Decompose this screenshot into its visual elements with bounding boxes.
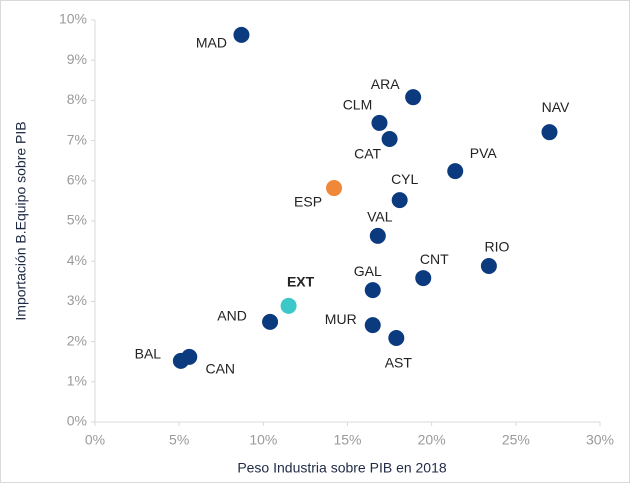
point	[415, 270, 432, 287]
point	[391, 192, 408, 209]
point	[388, 329, 405, 346]
y-tick-label: 6%	[67, 172, 87, 188]
point-label: ARA	[371, 76, 400, 92]
y-tick-label: 10%	[59, 11, 87, 27]
x-tick-label: 5%	[169, 432, 189, 448]
point	[262, 313, 279, 330]
y-tick-label: 7%	[67, 131, 87, 147]
y-tick-label: 3%	[67, 292, 87, 308]
point-label: BAL	[135, 346, 162, 362]
y-tick-label: 4%	[67, 252, 87, 268]
y-tick-label: 2%	[67, 332, 87, 348]
y-tick-label: 9%	[67, 51, 87, 67]
point-label: AND	[217, 308, 247, 324]
point	[181, 348, 198, 365]
point	[480, 258, 497, 275]
point-label: CNT	[420, 251, 449, 267]
x-tick-label: 20%	[418, 432, 446, 448]
x-axis-title: Peso Industria sobre PIB en 2018	[237, 460, 447, 476]
point-label: VAL	[367, 209, 393, 225]
point	[381, 130, 398, 147]
point-label: CLM	[343, 97, 373, 113]
point	[280, 297, 297, 314]
point-label: AST	[385, 355, 413, 371]
point-label: CAN	[205, 361, 235, 377]
point	[447, 163, 464, 180]
x-tick-label: 15%	[333, 432, 361, 448]
point	[371, 114, 388, 131]
point-label: PVA	[470, 145, 498, 161]
point	[233, 26, 250, 43]
point-label: EXT	[287, 274, 315, 290]
y-tick-label: 1%	[67, 373, 87, 389]
point-label: CYL	[391, 171, 418, 187]
x-tick-label: 10%	[249, 432, 277, 448]
x-tick-label: 25%	[502, 432, 530, 448]
point	[364, 282, 381, 299]
point-label: NAV	[542, 99, 570, 115]
point-label: RIO	[484, 239, 509, 255]
point	[364, 317, 381, 334]
point	[326, 180, 343, 197]
x-tick-label: 30%	[586, 432, 614, 448]
point	[369, 227, 386, 244]
point-label: ESP	[294, 194, 322, 210]
y-tick-label: 8%	[67, 91, 87, 107]
y-tick-label: 5%	[67, 212, 87, 228]
point	[541, 124, 558, 141]
point-label: MAD	[196, 35, 227, 51]
y-tick-label: 0%	[67, 413, 87, 429]
point-label: CAT	[354, 146, 381, 162]
y-axis-title: Importación B.Equipo sobre PIB	[13, 121, 29, 320]
point-label: GAL	[354, 263, 382, 279]
x-tick-label: 0%	[85, 432, 105, 448]
point-label: MUR	[325, 311, 357, 327]
point	[405, 89, 422, 106]
